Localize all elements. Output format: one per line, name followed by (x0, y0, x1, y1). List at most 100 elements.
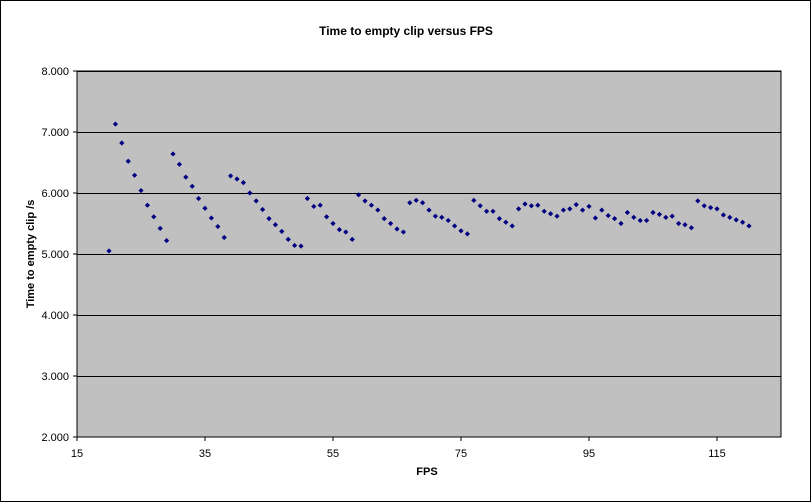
y-tick-label: 8.000 (41, 66, 69, 78)
data-point (164, 237, 170, 244)
data-point (189, 183, 195, 189)
data-point (349, 236, 355, 242)
data-point (132, 172, 138, 178)
data-points (106, 121, 752, 254)
data-point (183, 174, 189, 180)
data-point (669, 213, 675, 219)
data-point (106, 248, 112, 254)
x-tick-label: 15 (71, 448, 83, 460)
data-point (330, 220, 336, 227)
data-point (285, 236, 291, 242)
data-point (618, 220, 624, 227)
data-point (490, 208, 496, 214)
data-point (464, 231, 470, 237)
data-point (426, 207, 432, 213)
data-point (260, 206, 266, 213)
x-tick-label: 95 (583, 448, 595, 460)
y-tick-label: 6.000 (41, 188, 69, 200)
data-point (266, 216, 272, 222)
data-point (688, 225, 694, 231)
data-point (234, 176, 240, 182)
data-point (432, 213, 438, 219)
data-point (733, 217, 739, 223)
data-point (170, 151, 176, 157)
data-point (400, 229, 406, 235)
gridlines (77, 71, 781, 377)
data-point (407, 200, 413, 206)
data-point (740, 219, 746, 225)
data-point (535, 202, 541, 208)
data-point (292, 242, 298, 249)
data-point (746, 223, 752, 229)
data-point (720, 212, 726, 218)
data-point (343, 229, 349, 235)
data-point (548, 211, 554, 217)
data-point (541, 208, 547, 214)
data-point (208, 215, 214, 221)
data-point (580, 207, 586, 213)
axes (73, 70, 781, 441)
data-point (676, 220, 682, 227)
data-point (388, 220, 394, 227)
data-point (522, 201, 528, 207)
data-point (381, 216, 387, 222)
y-axis-title: Time to empty clip /s (25, 200, 37, 309)
data-point (708, 205, 714, 211)
x-tick-label: 35 (199, 448, 211, 460)
x-tick-label: 55 (327, 448, 339, 460)
data-point (228, 173, 234, 179)
data-point (253, 198, 259, 204)
data-point (157, 225, 163, 231)
data-point (420, 200, 426, 206)
data-point (221, 234, 227, 241)
data-point (375, 207, 381, 213)
data-point (144, 202, 150, 208)
data-point (125, 158, 131, 164)
data-point (356, 192, 362, 198)
data-point (112, 121, 118, 127)
data-point (247, 190, 253, 196)
data-point (560, 207, 566, 213)
data-point (202, 205, 208, 211)
data-point (567, 206, 573, 212)
data-point (516, 206, 522, 212)
data-point (317, 202, 323, 208)
data-point (682, 222, 688, 228)
data-point (592, 215, 598, 221)
data-point (503, 219, 509, 225)
data-point (656, 211, 662, 217)
data-point (413, 197, 419, 203)
data-point (119, 140, 125, 146)
data-point (452, 223, 458, 229)
data-point (484, 208, 490, 214)
data-point (215, 223, 221, 230)
data-point (272, 222, 278, 228)
data-point (586, 203, 592, 210)
data-point (458, 228, 464, 234)
data-point (509, 223, 515, 229)
tick-labels: 2.000 3.000 4.000 5.000 6.000 7.000 8.000 15 35 5… (41, 66, 725, 460)
y-tick-label: 5.000 (41, 249, 69, 261)
data-point (151, 214, 157, 220)
data-point (554, 213, 560, 219)
chart-title: Time to empty clip versus FPS (319, 24, 493, 38)
y-tick-label: 3.000 (41, 371, 69, 383)
data-point (394, 226, 400, 232)
data-point (663, 214, 669, 220)
data-point (336, 227, 342, 233)
data-point (138, 187, 144, 194)
data-point (605, 212, 611, 219)
data-point (714, 206, 720, 212)
y-tick-label: 7.000 (41, 127, 69, 139)
data-point (528, 203, 534, 209)
data-point (471, 197, 477, 203)
data-point (362, 198, 368, 204)
data-point (631, 214, 637, 220)
data-point (612, 216, 618, 222)
data-point (573, 201, 579, 208)
data-point (637, 217, 643, 224)
y-tick-label: 2.000 (41, 432, 69, 444)
x-tick-label: 75 (455, 448, 467, 460)
